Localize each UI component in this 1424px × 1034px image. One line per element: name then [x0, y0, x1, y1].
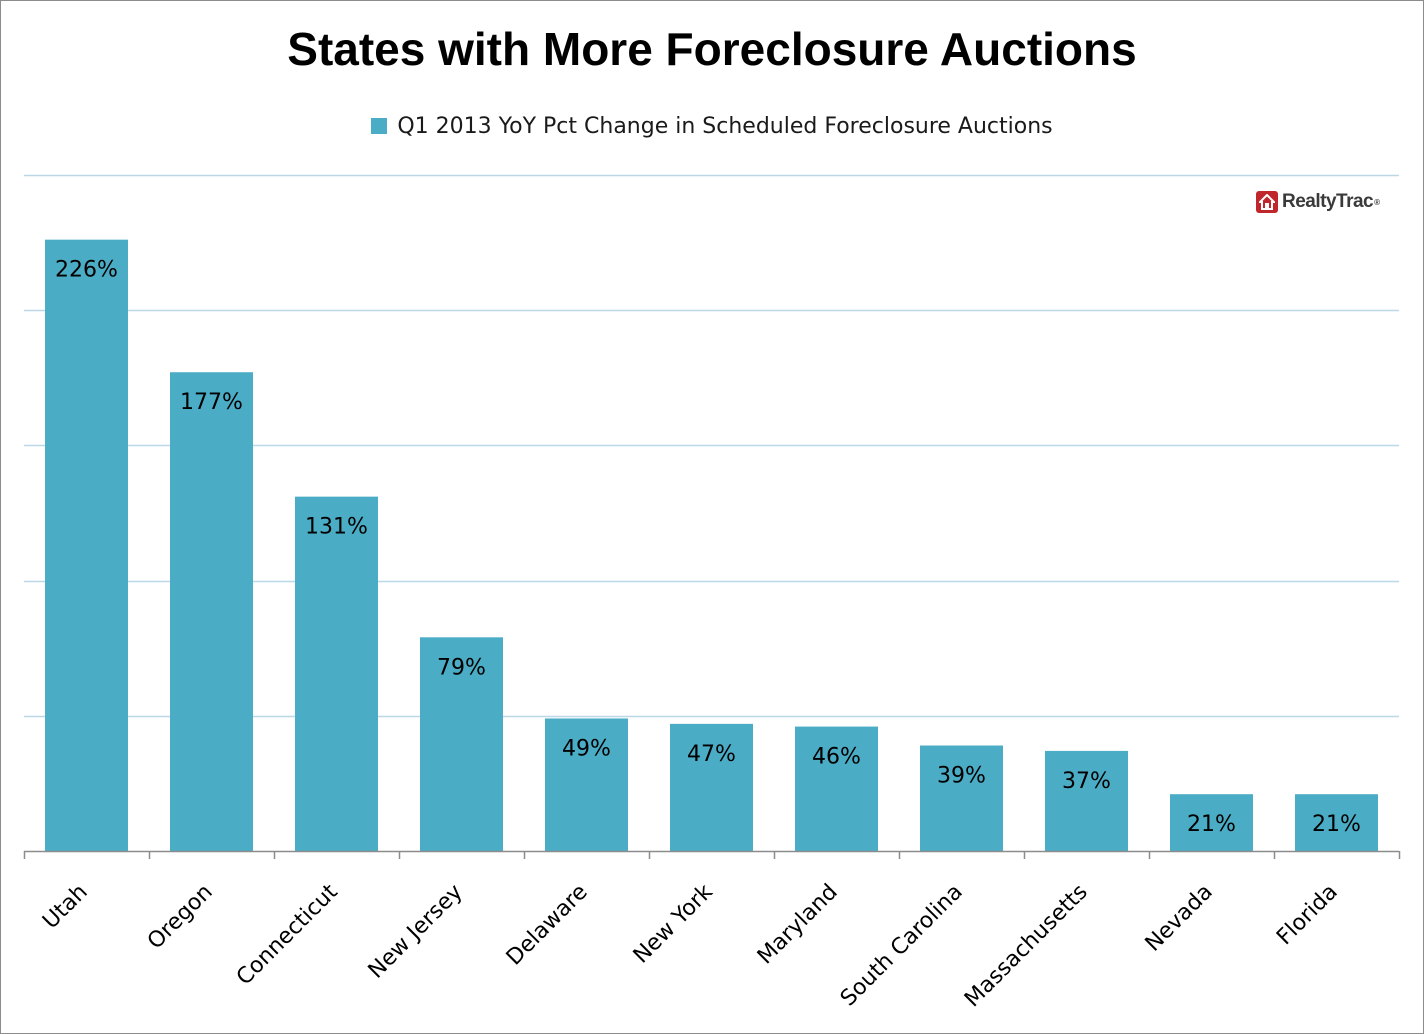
legend-label: Q1 2013 YoY Pct Change in Scheduled Fore…	[397, 114, 1053, 139]
bar-6	[795, 726, 878, 851]
data-label-6: 46%	[812, 745, 861, 770]
data-label-3: 79%	[437, 655, 486, 680]
logo-text: RealtyTrac	[1282, 191, 1374, 212]
category-label-5: New York	[629, 879, 718, 968]
bar-0	[45, 239, 128, 852]
data-label-10: 21%	[1312, 812, 1361, 837]
data-label-5: 47%	[687, 742, 736, 767]
category-label-0: Utah	[38, 880, 93, 935]
bar-2	[295, 496, 378, 851]
bar-10	[1295, 794, 1378, 851]
realtytrac-logo: RealtyTrac ®	[1256, 189, 1380, 215]
bar-8	[1045, 750, 1128, 851]
chart-legend: Q1 2013 YoY Pct Change in Scheduled Fore…	[0, 114, 1424, 139]
data-label-9: 21%	[1187, 812, 1236, 837]
category-label-4: Delaware	[502, 880, 593, 971]
data-label-0: 226%	[55, 258, 118, 283]
category-label-9: Nevada	[1141, 880, 1218, 957]
bar-5	[670, 723, 753, 851]
category-label-2: Connecticut	[232, 879, 343, 990]
data-label-7: 39%	[937, 764, 986, 789]
bar-3	[420, 637, 503, 851]
data-label-2: 131%	[305, 515, 368, 540]
bar-7	[920, 745, 1003, 851]
category-label-7: South Carolina	[836, 880, 968, 1012]
data-label-1: 177%	[180, 390, 243, 415]
legend-swatch	[371, 118, 388, 134]
bar-4	[545, 718, 628, 851]
bar-1	[170, 372, 253, 851]
category-label-10: Florida	[1272, 880, 1343, 951]
category-label-8: Massachusetts	[960, 880, 1093, 1013]
category-label-6: Maryland	[753, 880, 843, 970]
category-label-1: Oregon	[143, 880, 218, 955]
house-icon	[1256, 191, 1278, 213]
category-label-3: New Jersey	[364, 880, 468, 984]
data-label-8: 37%	[1062, 769, 1111, 794]
data-label-4: 49%	[562, 736, 611, 761]
bar-9	[1170, 794, 1253, 851]
chart-title: States with More Foreclosure Auctions	[287, 23, 1137, 75]
